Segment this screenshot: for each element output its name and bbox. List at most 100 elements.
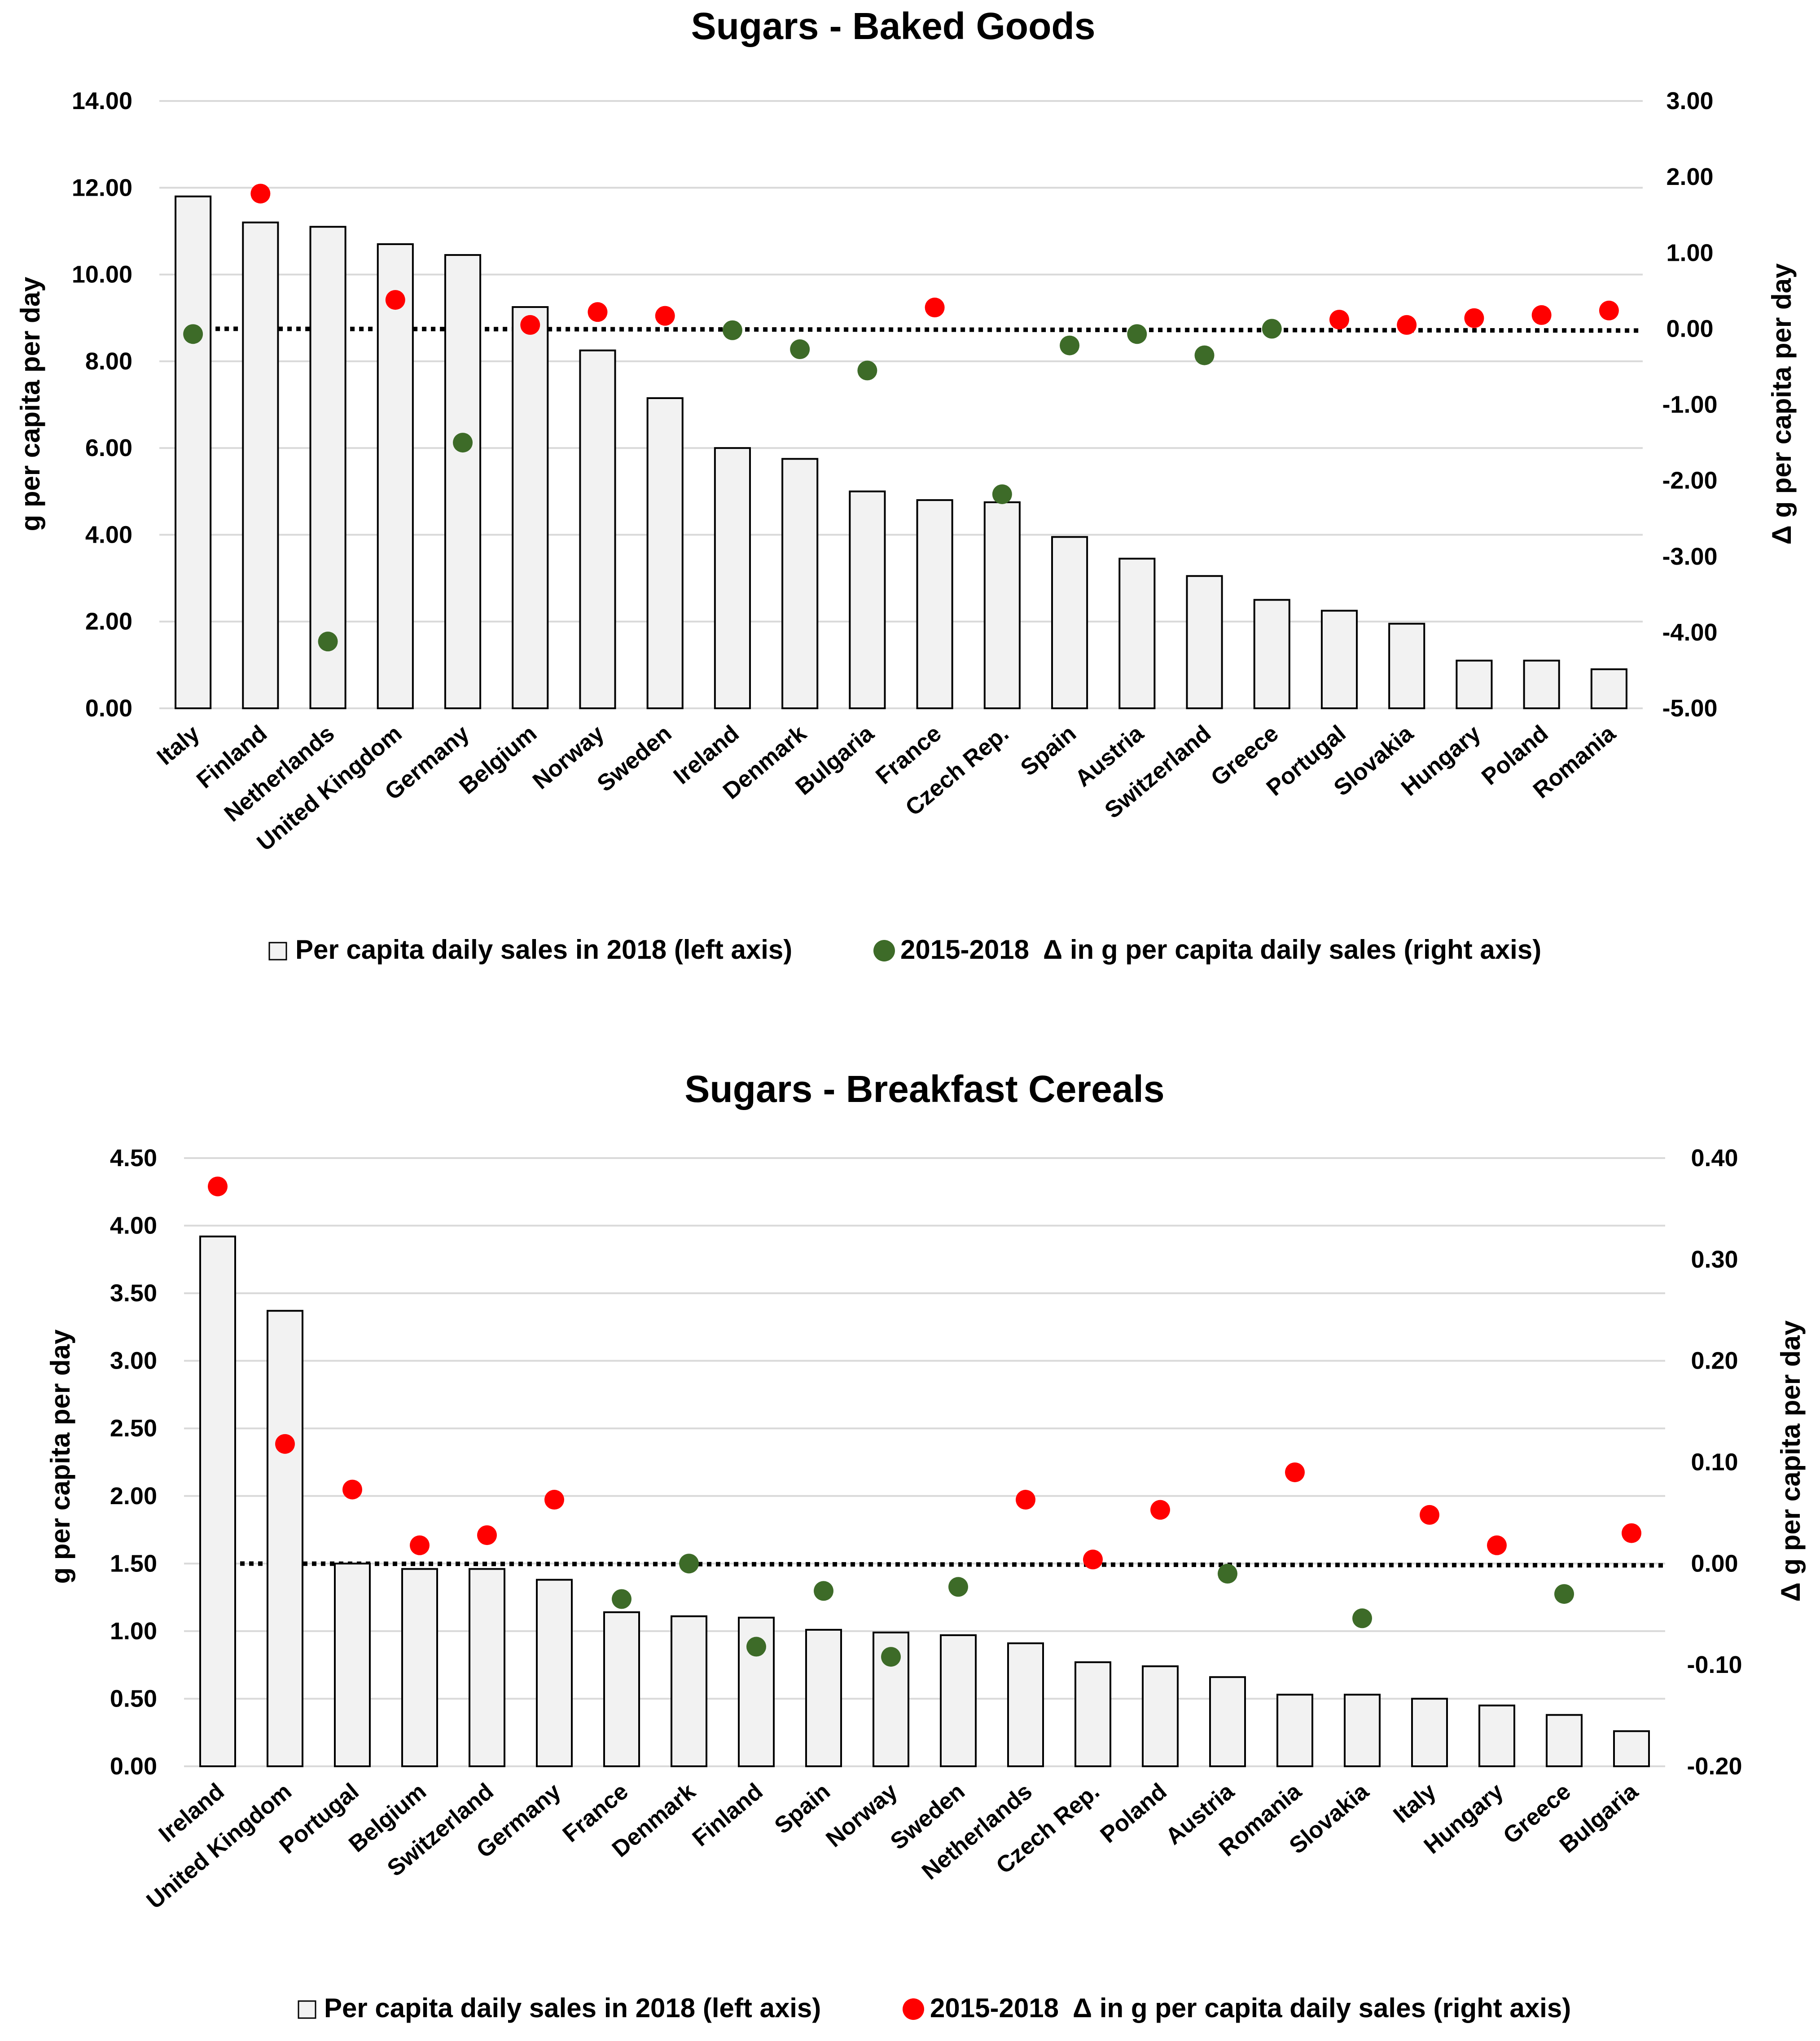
right-axis-ticks: -5.00 -4.00 -3.00 -2.00 -1.00 0.00 1.00 2.00 3.0…: [1662, 88, 1717, 722]
delta-dot: [183, 324, 203, 344]
bar: [849, 490, 886, 710]
y2-tick-label: 1.00: [1666, 239, 1713, 266]
y-tick-label: 3.50: [110, 1280, 157, 1307]
legend-dot-label: 2015-2018 Δ in g per capita daily sales …: [930, 1993, 1571, 2023]
bar: [714, 447, 751, 709]
delta-dot: [410, 1535, 430, 1555]
bar: [1209, 1676, 1246, 1767]
bar: [175, 195, 212, 710]
y-axis-label: g per capita per day: [15, 277, 45, 531]
y-axis-label: g per capita per day: [45, 1329, 75, 1584]
bar: [1118, 557, 1156, 709]
delta-dot: [1554, 1584, 1574, 1604]
right-axis-ticks: -0.20 -0.10 0.00 0.10 0.20 0.30 0.40: [1687, 1145, 1742, 1780]
bar: [1523, 659, 1560, 710]
legend-bar-swatch: [268, 942, 287, 961]
y-tick-label: 0.00: [85, 695, 132, 722]
bar-series: [199, 1235, 1650, 1768]
delta-dot: [453, 433, 473, 453]
delta-dot: [1083, 1549, 1103, 1570]
delta-dot: [790, 339, 810, 360]
bar: [1546, 1714, 1583, 1768]
bar: [646, 397, 684, 709]
bar-series: [175, 195, 1627, 710]
bar: [1411, 1698, 1448, 1767]
bar: [1186, 575, 1223, 709]
y2-tick-label: 2.00: [1666, 163, 1713, 190]
delta-dot: [342, 1479, 362, 1500]
bar: [983, 501, 1021, 709]
bar: [1320, 610, 1358, 710]
bar: [377, 243, 414, 710]
delta-dot: [520, 315, 540, 335]
y2-tick-label: 0.00: [1666, 315, 1713, 342]
bar: [781, 458, 819, 709]
y-tick-label: 1.00: [110, 1618, 157, 1645]
delta-dot-series: [208, 1176, 1641, 1667]
legend-dot-swatch: [873, 940, 895, 961]
y-tick-label: 3.00: [110, 1347, 157, 1374]
x-tick-label: Poland: [1096, 1778, 1172, 1848]
x-tick-label: Sweden: [592, 720, 677, 797]
bar: [671, 1615, 707, 1767]
legend: Per capita daily sales in 2018 (left axi…: [298, 1993, 1571, 2023]
bar: [579, 349, 616, 709]
y2-tick-label: -5.00: [1662, 695, 1717, 722]
delta-dot: [679, 1554, 699, 1574]
bar: [1142, 1665, 1179, 1767]
y2-tick-label: 0.00: [1691, 1550, 1738, 1577]
bar: [1276, 1694, 1313, 1768]
delta-dot-series: [183, 184, 1619, 652]
bar: [1074, 1661, 1111, 1768]
y-tick-label: 14.00: [72, 88, 132, 114]
delta-dot: [250, 184, 271, 204]
legend-bar-label: Per capita daily sales in 2018 (left axi…: [295, 935, 792, 965]
y2-axis-label: Δ g per capita per day: [1776, 1320, 1806, 1602]
y2-tick-label: 0.40: [1691, 1145, 1738, 1172]
bar: [1456, 659, 1493, 710]
x-tick-label: Finland: [688, 1778, 768, 1852]
delta-dot: [1352, 1608, 1372, 1628]
y2-tick-label: -1.00: [1662, 391, 1717, 418]
y-tick-label: 2.00: [85, 608, 132, 635]
bar: [1051, 536, 1088, 710]
bar: [536, 1579, 573, 1767]
bar: [1007, 1642, 1044, 1767]
bar: [1613, 1730, 1650, 1768]
delta-dot: [1218, 1563, 1237, 1584]
bar: [1478, 1704, 1515, 1767]
delta-dot: [857, 360, 877, 381]
delta-dot: [1262, 319, 1282, 339]
delta-dot: [746, 1637, 766, 1657]
y-tick-label: 4.50: [110, 1145, 157, 1172]
chart-baked-goods: Sugars - Baked Goods 0.00 2.00 4.00 6.00 8.0…: [15, 5, 1797, 965]
y2-tick-label: -0.20: [1687, 1753, 1742, 1780]
bar: [512, 306, 549, 709]
y2-tick-label: 0.30: [1691, 1246, 1738, 1273]
y-tick-label: 0.00: [110, 1753, 157, 1780]
y2-axis-label: Δ g per capita per day: [1767, 263, 1797, 544]
delta-dot: [1150, 1500, 1170, 1520]
bar: [444, 254, 482, 709]
y2-tick-label: 3.00: [1666, 88, 1713, 114]
y-tick-label: 0.50: [110, 1685, 157, 1712]
bar: [334, 1563, 371, 1767]
y2-tick-label: 0.20: [1691, 1347, 1738, 1374]
y2-tick-label: -3.00: [1662, 543, 1717, 570]
y-tick-label: 1.50: [110, 1550, 157, 1577]
y2-tick-label: 0.10: [1691, 1449, 1738, 1476]
delta-dot: [1487, 1535, 1507, 1555]
delta-dot: [992, 484, 1012, 505]
bar: [1590, 668, 1627, 710]
delta-dot: [208, 1176, 228, 1197]
delta-dot: [1016, 1490, 1035, 1510]
y-tick-label: 10.00: [72, 261, 132, 288]
y-tick-label: 8.00: [85, 348, 132, 375]
legend-dot-swatch: [903, 1998, 924, 2020]
bar: [603, 1611, 640, 1768]
y-tick-label: 2.50: [110, 1415, 157, 1442]
delta-dot: [881, 1647, 901, 1667]
delta-dot: [1329, 310, 1349, 330]
